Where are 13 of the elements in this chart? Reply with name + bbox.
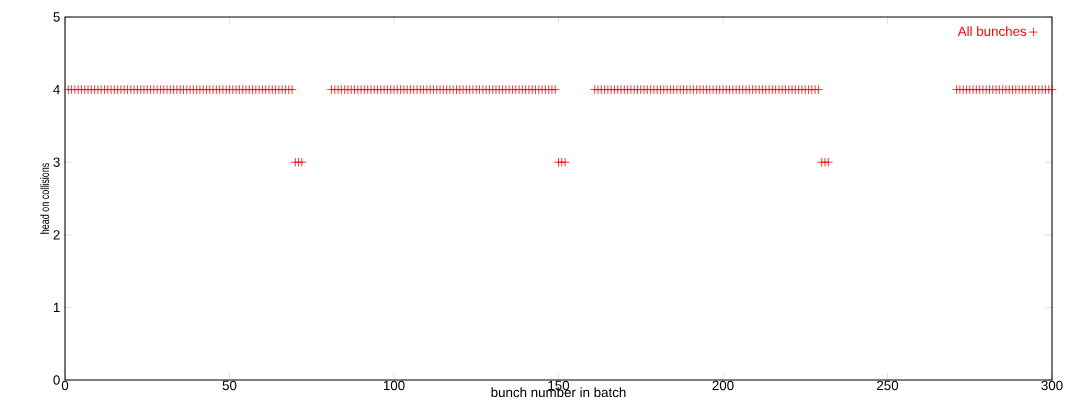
x-tick-label: 0	[61, 380, 69, 391]
x-tick-label: 50	[222, 380, 237, 391]
y-tick-label: 1	[53, 302, 60, 312]
y-tick-label: 2	[53, 230, 60, 240]
x-tick-label: 100	[383, 380, 405, 391]
y-tick-label: 5	[53, 12, 60, 22]
y-axis-title: head on collisions	[40, 163, 50, 234]
y-tick-label: 3	[53, 157, 60, 167]
x-tick-label: 200	[712, 380, 734, 391]
legend-label: All bunches	[957, 26, 1027, 37]
y-tick-label: 4	[53, 85, 60, 95]
x-tick-label: 250	[877, 380, 899, 391]
x-tick-label: 300	[1041, 380, 1063, 391]
